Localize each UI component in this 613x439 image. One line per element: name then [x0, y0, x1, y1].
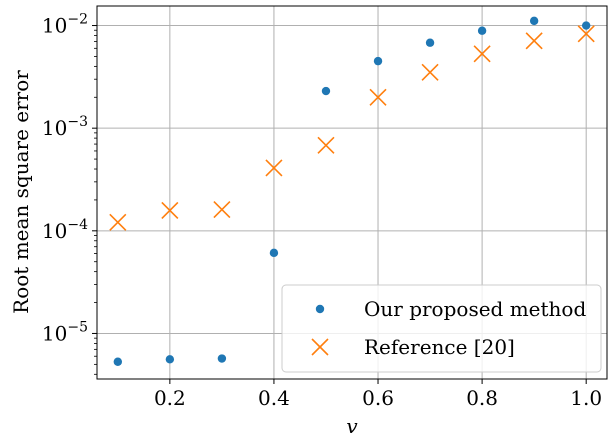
- y-tick-label: 10−2: [42, 12, 88, 38]
- legend-label-our-method: Our proposed method: [364, 297, 586, 321]
- data-point-our-method: [217, 354, 227, 363]
- data-point-reference: [473, 45, 491, 63]
- data-point-reference: [109, 213, 127, 231]
- legend-x-marker: [311, 338, 329, 356]
- plot-area-frame: [96, 5, 608, 380]
- data-point-our-method: [425, 38, 435, 47]
- x-tick-label: 0.6: [362, 386, 394, 410]
- data-point-reference: [577, 25, 595, 43]
- data-point-our-method: [269, 248, 279, 258]
- legend-marker-our-method: [315, 304, 325, 314]
- legend-label-reference: Reference [20]: [364, 335, 515, 359]
- data-point-reference: [525, 32, 543, 50]
- data-point-reference: [213, 201, 231, 219]
- axis-ticks: 0.2 0.4 0.6 0.8 1.0 10−5 10−4 10−3 10−2: [42, 12, 602, 410]
- y-axis-label: Root mean square error: [9, 70, 33, 314]
- x-tick-label: 0.8: [466, 386, 498, 410]
- series-reference-markers: [109, 25, 595, 231]
- data-point-reference: [421, 63, 439, 81]
- legend-dot-marker: [315, 304, 325, 314]
- data-point-reference: [265, 159, 283, 177]
- data-point-reference: [369, 88, 387, 106]
- y-tick-label: 10−5: [42, 319, 88, 345]
- legend-marker-reference: [311, 338, 329, 356]
- x-tick-label: 1.0: [570, 386, 602, 410]
- data-point-our-method: [373, 56, 383, 66]
- data-point-our-method: [321, 86, 331, 96]
- x-tick-label: 0.2: [154, 386, 186, 410]
- data-point-our-method: [165, 355, 175, 364]
- legend: Our proposed method Reference [20]: [281, 284, 602, 373]
- x-tick-label: 0.4: [258, 386, 290, 410]
- legend-box: [281, 284, 602, 373]
- data-point-our-method: [581, 21, 591, 30]
- data-point-our-method: [529, 16, 539, 26]
- data-point-reference: [317, 136, 335, 154]
- data-point-our-method: [113, 357, 123, 366]
- y-tick-label: 10−4: [42, 217, 88, 243]
- data-point-reference: [161, 201, 179, 219]
- y-tick-label: 10−3: [42, 114, 88, 140]
- data-point-our-method: [477, 26, 487, 35]
- series-our-method-markers: [113, 16, 591, 366]
- x-axis-label: v: [346, 414, 358, 438]
